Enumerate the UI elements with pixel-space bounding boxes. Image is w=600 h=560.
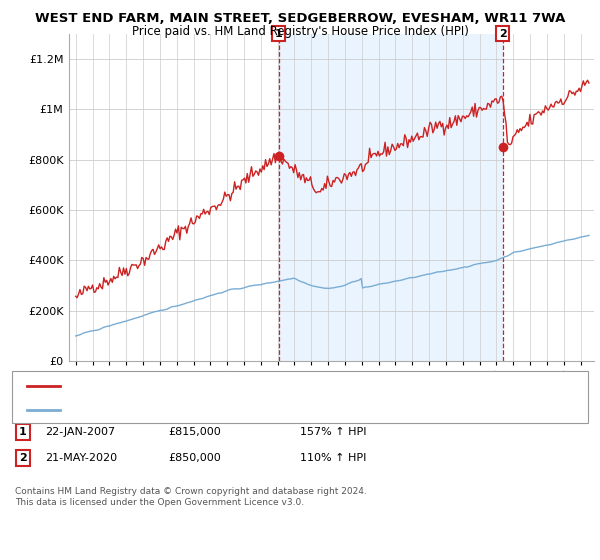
Bar	[278, 34, 503, 361]
Text: 1: 1	[275, 29, 283, 39]
Text: 2: 2	[19, 453, 26, 463]
Text: 22-JAN-2007: 22-JAN-2007	[45, 427, 115, 437]
Text: £850,000: £850,000	[168, 453, 221, 463]
Text: 1: 1	[19, 427, 26, 437]
Text: 157% ↑ HPI: 157% ↑ HPI	[300, 427, 367, 437]
Text: Contains HM Land Registry data © Crown copyright and database right 2024.
This d: Contains HM Land Registry data © Crown c…	[15, 487, 367, 507]
Text: 110% ↑ HPI: 110% ↑ HPI	[300, 453, 367, 463]
Text: WEST END FARM, MAIN STREET, SEDGEBERROW, EVESHAM, WR11 7WA (detached hous…: WEST END FARM, MAIN STREET, SEDGEBERROW,…	[67, 381, 534, 391]
Text: Price paid vs. HM Land Registry's House Price Index (HPI): Price paid vs. HM Land Registry's House …	[131, 25, 469, 38]
Text: 2: 2	[499, 29, 506, 39]
Text: HPI: Average price, detached house, Wychavon: HPI: Average price, detached house, Wych…	[67, 405, 314, 415]
Text: £815,000: £815,000	[168, 427, 221, 437]
Text: 21-MAY-2020: 21-MAY-2020	[45, 453, 117, 463]
Text: WEST END FARM, MAIN STREET, SEDGEBERROW, EVESHAM, WR11 7WA: WEST END FARM, MAIN STREET, SEDGEBERROW,…	[35, 12, 565, 25]
